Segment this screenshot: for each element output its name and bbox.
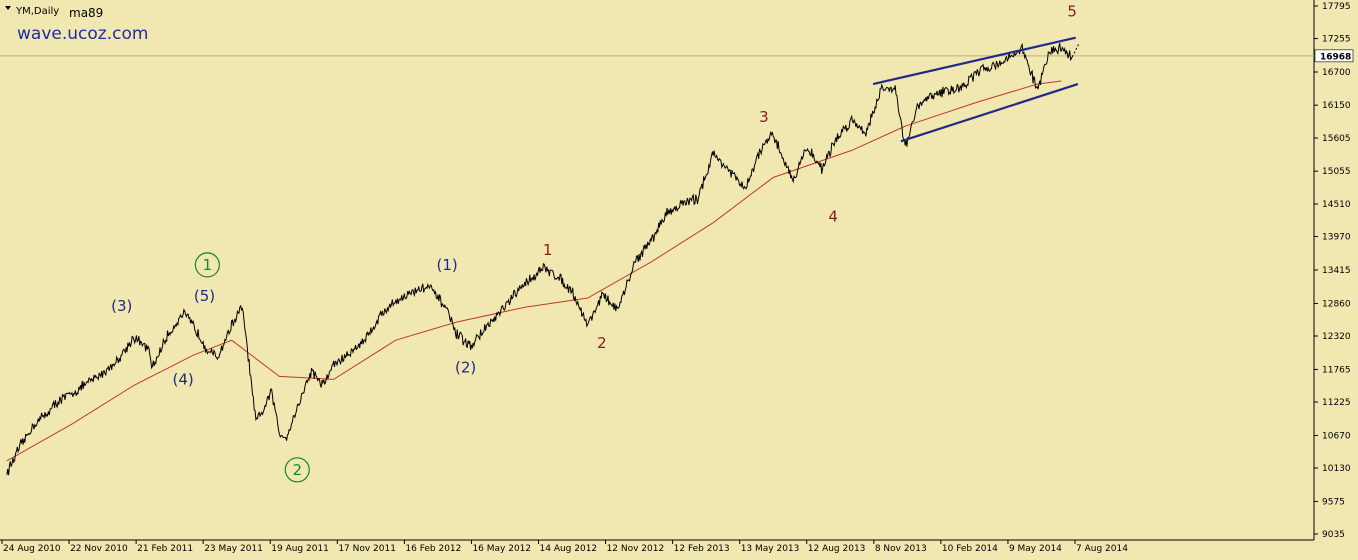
- x-tick-label: 21 Feb 2011: [137, 544, 193, 554]
- x-tick-label: 14 Aug 2012: [540, 544, 598, 554]
- wave-label: 3: [759, 108, 769, 126]
- x-axis-ticks: 24 Aug 2010 22 Nov 2010 21 Feb 2011 23 May …: [1, 540, 1128, 554]
- y-tick-label: 16700: [1322, 68, 1351, 78]
- y-tick-label: 11765: [1322, 365, 1351, 375]
- x-tick-label: 7 Aug 2014: [1076, 544, 1128, 554]
- projection-line: [1071, 42, 1080, 58]
- y-tick-label: 10130: [1322, 464, 1351, 474]
- y-tick-label: 11225: [1322, 398, 1351, 408]
- y-axis-ticks: 17795 17255 16700 16150 15605 15055 14510 13970…: [1314, 2, 1351, 540]
- x-tick-label: 24 Aug 2010: [3, 544, 61, 554]
- x-tick-label: 10 Feb 2014: [942, 544, 998, 554]
- x-tick-label: 19 Aug 2011: [271, 544, 329, 554]
- wave-label: (1): [436, 256, 457, 274]
- y-tick-label: 10670: [1322, 431, 1351, 441]
- wave-labels-group: (3) (4) (5) 1 2 (1) (2) 1 2 3 4 5: [111, 3, 1077, 483]
- wave-label-circle: [284, 457, 310, 483]
- y-tick-label: 13970: [1322, 233, 1351, 243]
- wave-label: 4: [828, 208, 838, 226]
- y-tick-label: 9035: [1322, 530, 1345, 540]
- x-tick-label: 12 Feb 2013: [674, 544, 730, 554]
- wave-label: 2: [292, 461, 302, 479]
- y-tick-label: 17255: [1322, 35, 1351, 45]
- x-tick-label: 9 May 2014: [1009, 544, 1062, 554]
- x-tick-label: 12 Aug 2013: [808, 544, 866, 554]
- x-tick-label: 13 May 2013: [741, 544, 800, 554]
- y-tick-label: 15605: [1322, 134, 1351, 144]
- channel-lower-line[interactable]: [900, 83, 1079, 143]
- y-tick-label: 15055: [1322, 167, 1351, 177]
- wave-label: 1: [543, 241, 553, 259]
- x-tick-label: 16 May 2012: [472, 544, 531, 554]
- x-tick-label: 12 Nov 2012: [607, 544, 665, 554]
- wave-label: (3): [111, 297, 132, 315]
- current-price-label: 16968: [1320, 52, 1351, 62]
- current-price-group: 16968: [0, 49, 1354, 63]
- y-tick-label: 12320: [1322, 332, 1351, 342]
- y-tick-label: 9575: [1322, 497, 1345, 507]
- symbol-label: YM,Daily: [15, 6, 59, 17]
- wave-label: 2: [597, 334, 607, 352]
- y-tick-label: 17795: [1322, 2, 1351, 12]
- y-tick-label: 16150: [1322, 101, 1351, 111]
- indicator-label: ma89: [69, 6, 103, 20]
- wave-label: 5: [1067, 3, 1077, 21]
- price-line: [6, 42, 1073, 476]
- ma89-line: [6, 80, 1062, 462]
- watermark-label: wave.ucoz.com: [17, 24, 148, 44]
- y-tick-label: 14510: [1322, 200, 1351, 210]
- y-tick-label: 12860: [1322, 299, 1351, 309]
- wave-label: 1: [203, 256, 213, 274]
- x-tick-label: 17 Nov 2011: [338, 544, 396, 554]
- moving-average-group: [6, 80, 1062, 462]
- wave-label: (2): [455, 358, 476, 376]
- x-tick-label: 23 May 2011: [204, 544, 263, 554]
- price-group: [6, 42, 1073, 476]
- wave-label-circle: [194, 252, 220, 278]
- wave-label: (5): [194, 287, 215, 305]
- channel-upper-line[interactable]: [872, 36, 1076, 86]
- symbol-dropdown-icon[interactable]: [5, 6, 11, 10]
- channel-group: [872, 36, 1080, 143]
- y-tick-label: 13415: [1322, 266, 1351, 276]
- x-tick-label: 8 Nov 2013: [875, 544, 927, 554]
- wave-label: (4): [172, 370, 193, 388]
- current-price-box: [1314, 49, 1354, 63]
- x-tick-label: 16 Feb 2012: [405, 544, 461, 554]
- x-tick-label: 22 Nov 2010: [70, 544, 128, 554]
